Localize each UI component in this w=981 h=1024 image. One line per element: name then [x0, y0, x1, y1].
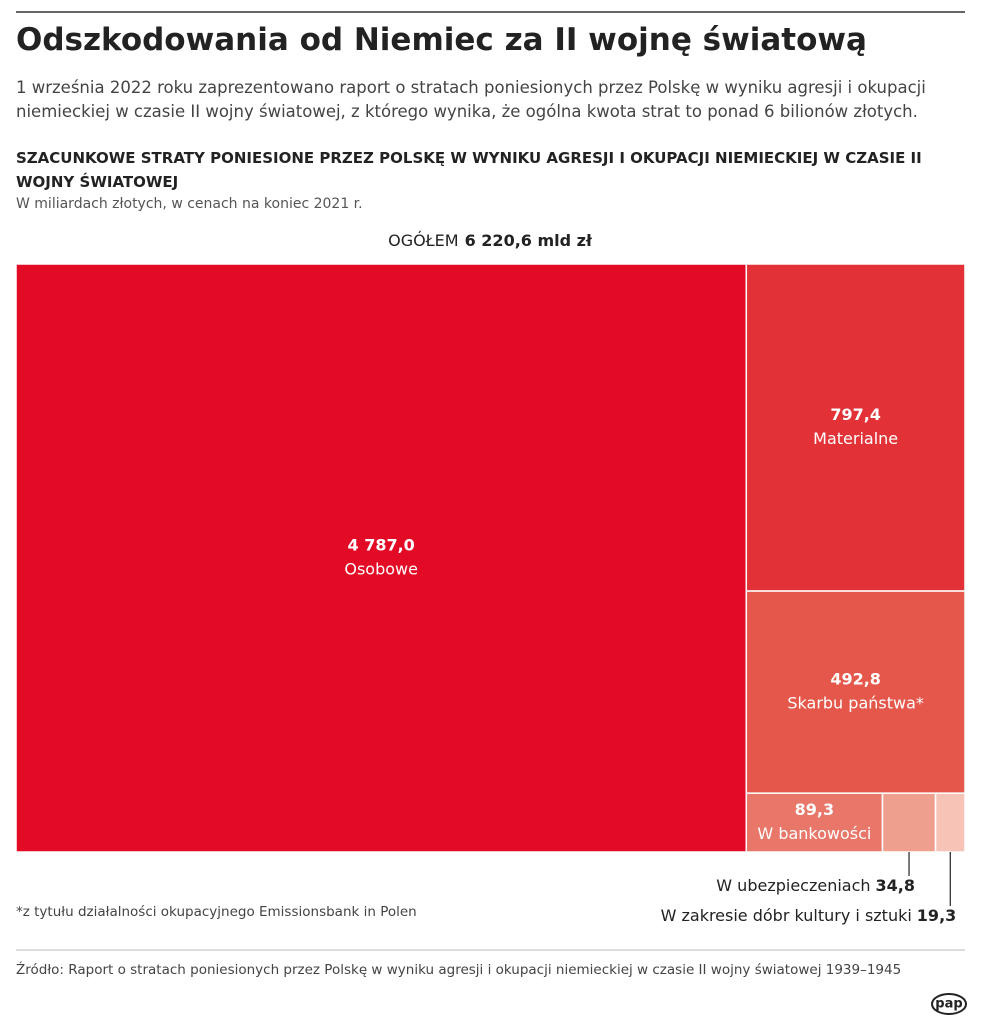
outside-label: W zakresie dóbr kultury i sztuki 19,3	[661, 906, 957, 925]
tile	[15, 263, 748, 853]
value-label: 492,8	[830, 670, 881, 689]
tile	[934, 792, 966, 853]
value-label: 19,3	[917, 906, 956, 925]
chart-subtitle: W miliardach złotych, w cenach na koniec…	[16, 196, 363, 212]
category-label: Materialne	[813, 429, 898, 448]
logo: pap	[935, 997, 962, 1012]
category-label: W ubezpieczeniach	[716, 876, 870, 895]
outside-label: W ubezpieczeniach 34,8	[716, 876, 915, 895]
value-label: 89,3	[795, 800, 834, 819]
footnote: *z tytułu działalności okupacyjnego Emis…	[16, 904, 417, 920]
source: Źródło: Raport o stratach poniesionych p…	[16, 962, 902, 978]
category-label: Skarbu państwa*	[787, 694, 924, 713]
total: OGÓŁEM 6 220,6 mld zł	[388, 231, 593, 250]
title: Odszkodowania od Niemiec za II wojnę świ…	[16, 22, 867, 58]
logo-ring	[931, 993, 967, 1015]
tile	[745, 590, 966, 794]
value-label: 797,4	[830, 405, 881, 424]
tile	[745, 263, 966, 592]
category-label: W bankowości	[757, 824, 871, 843]
tile	[881, 792, 937, 853]
category-label: W zakresie dóbr kultury i sztuki	[661, 906, 912, 925]
total-label: 6 220,6 mld zł	[465, 231, 593, 250]
value-label: 34,8	[876, 876, 915, 895]
value-label: 4 787,0	[347, 536, 414, 555]
subtitle: 1 września 2022 roku zaprezentowano rapo…	[16, 78, 926, 121]
category-label: Osobowe	[344, 560, 418, 579]
total-prefix: OGÓŁEM	[388, 231, 459, 250]
chart-title: SZACUNKOWE STRATY PONIESIONE PRZEZ POLSK…	[16, 149, 922, 191]
